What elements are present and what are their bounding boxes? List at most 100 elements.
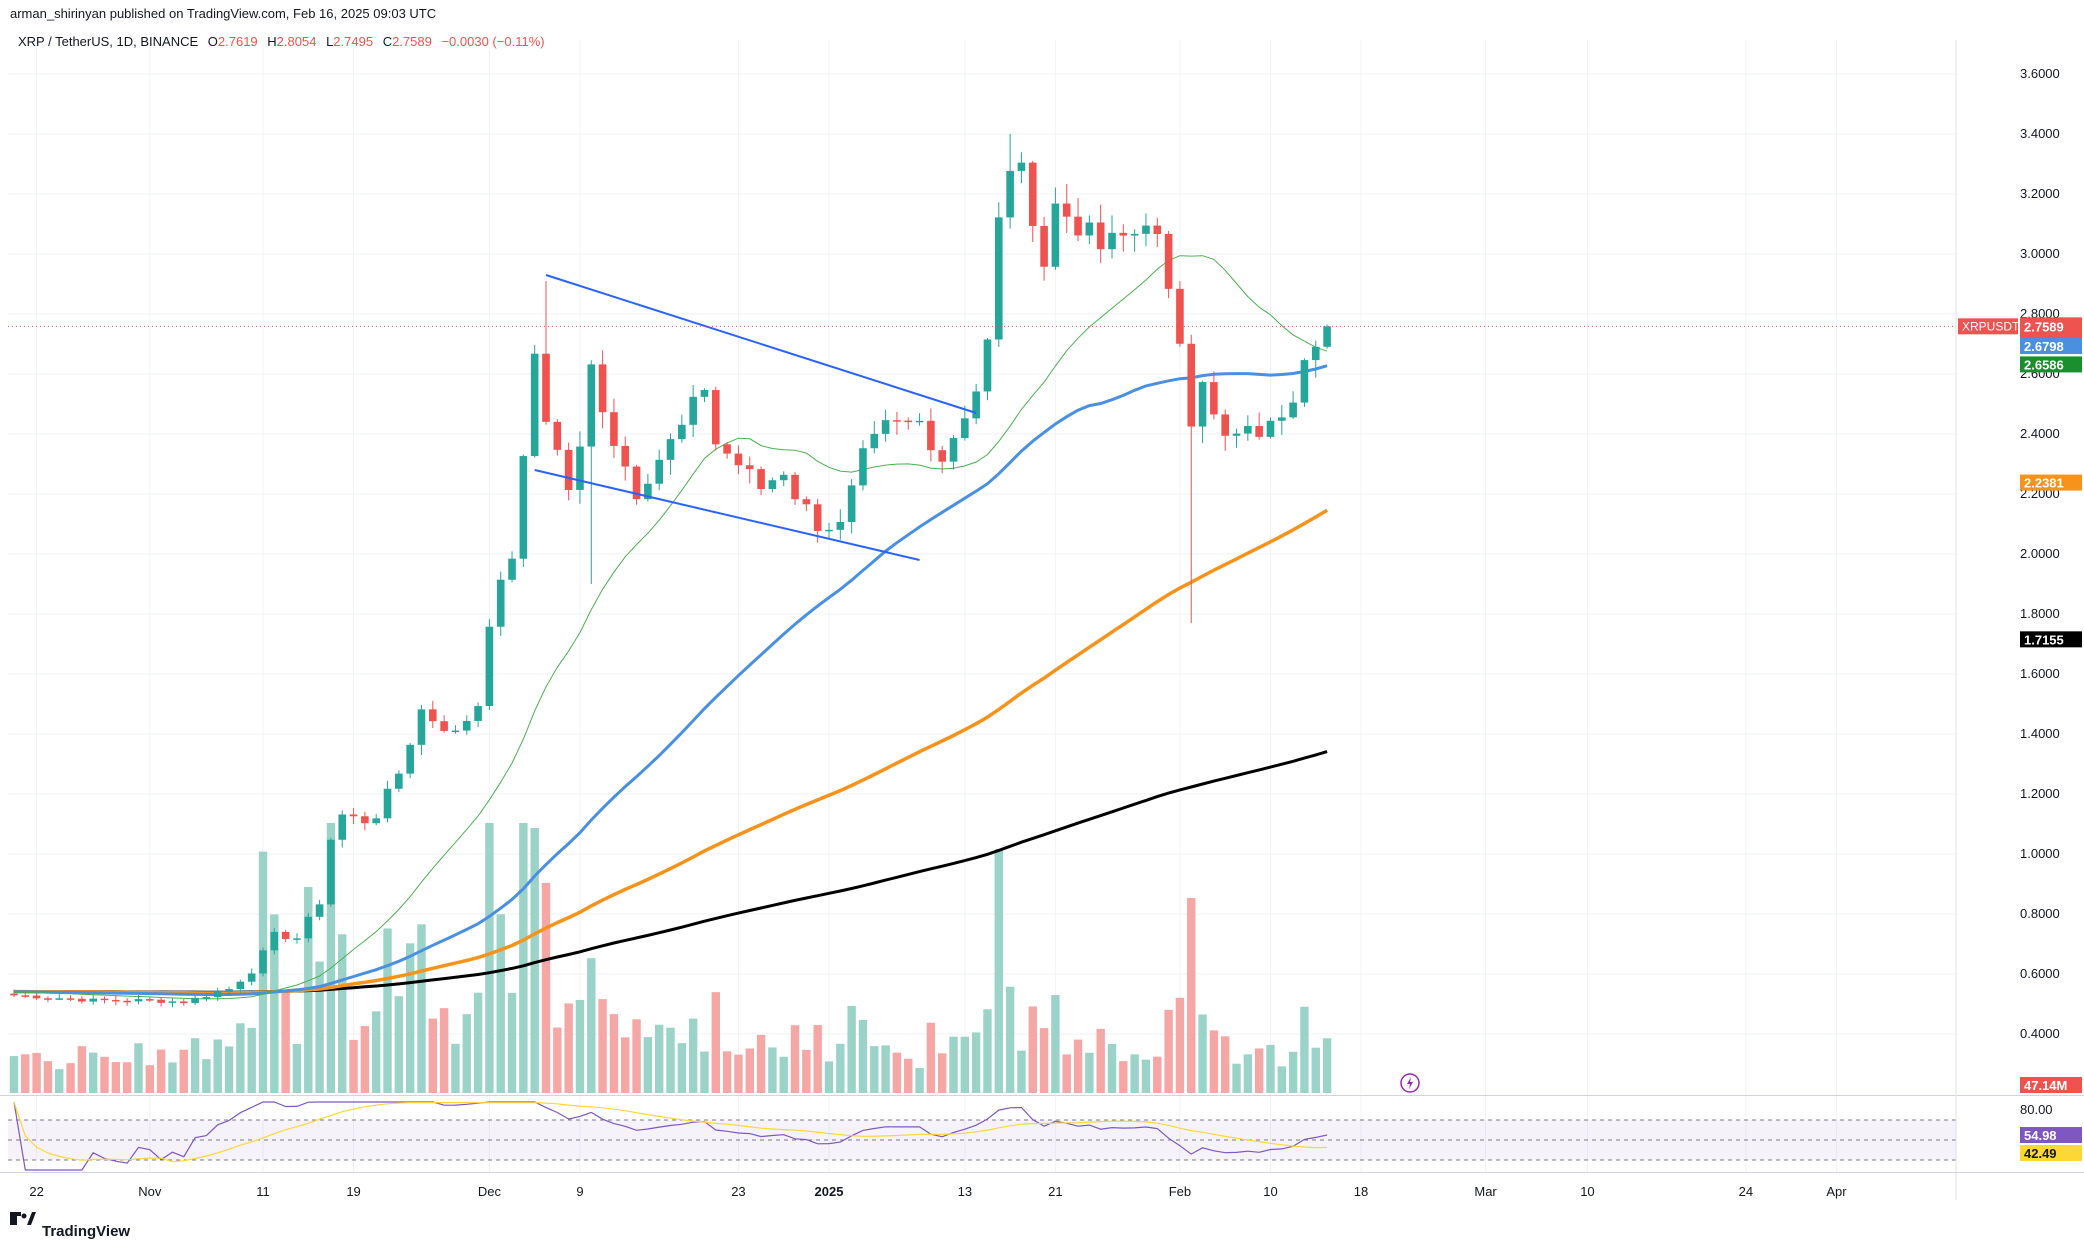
candle[interactable]	[519, 456, 528, 559]
candle[interactable]	[1051, 203, 1060, 267]
candle[interactable]	[349, 814, 358, 817]
candle[interactable]	[768, 480, 777, 489]
candle[interactable]	[383, 788, 392, 819]
candle[interactable]	[1232, 433, 1241, 436]
candle[interactable]	[881, 420, 890, 434]
candle[interactable]	[474, 706, 482, 721]
candle[interactable]	[134, 999, 143, 1002]
candle[interactable]	[429, 709, 437, 722]
candle[interactable]	[406, 744, 414, 774]
candle[interactable]	[779, 474, 788, 481]
candle[interactable]	[1266, 420, 1275, 437]
candle[interactable]	[1311, 346, 1320, 361]
candle[interactable]	[315, 904, 324, 917]
candle[interactable]	[1108, 232, 1116, 250]
candle[interactable]	[972, 391, 980, 419]
candle[interactable]	[440, 721, 448, 731]
candle[interactable]	[576, 446, 584, 490]
candle[interactable]	[112, 999, 120, 1002]
candle[interactable]	[904, 420, 913, 423]
candle[interactable]	[1096, 222, 1105, 250]
candle[interactable]	[281, 931, 290, 939]
candle[interactable]	[508, 558, 516, 580]
candle[interactable]	[1130, 233, 1139, 236]
candle[interactable]	[1300, 360, 1309, 403]
candle[interactable]	[757, 469, 765, 489]
candle[interactable]	[1017, 162, 1026, 171]
candle[interactable]	[496, 579, 505, 627]
candle[interactable]	[1142, 225, 1150, 234]
candle[interactable]	[847, 485, 856, 522]
candle[interactable]	[1040, 225, 1048, 267]
candle[interactable]	[55, 998, 64, 1000]
candle[interactable]	[32, 995, 41, 999]
candle[interactable]	[168, 1001, 177, 1003]
candle[interactable]	[78, 998, 86, 1002]
trendline[interactable]	[545, 274, 977, 414]
candle[interactable]	[202, 997, 211, 999]
candle[interactable]	[983, 339, 992, 392]
candle[interactable]	[598, 364, 607, 413]
trendlines[interactable]	[534, 274, 977, 561]
candle[interactable]	[995, 217, 1003, 340]
candle[interactable]	[632, 466, 641, 500]
candle[interactable]	[225, 989, 233, 992]
candle[interactable]	[700, 390, 709, 397]
candle[interactable]	[338, 814, 347, 840]
candle[interactable]	[417, 709, 426, 745]
candle[interactable]	[587, 364, 596, 447]
candle[interactable]	[1289, 402, 1297, 418]
candle[interactable]	[655, 459, 663, 484]
candle[interactable]	[1210, 382, 1218, 415]
candle[interactable]	[10, 993, 18, 996]
candle[interactable]	[293, 938, 301, 940]
candle[interactable]	[689, 396, 697, 425]
candle[interactable]	[66, 998, 75, 1000]
candle[interactable]	[859, 448, 867, 486]
candle[interactable]	[462, 720, 471, 731]
lightning-icon[interactable]	[1400, 1073, 1420, 1093]
candle[interactable]	[938, 450, 946, 462]
candle[interactable]	[949, 438, 958, 462]
candle[interactable]	[927, 420, 935, 451]
candle[interactable]	[89, 998, 97, 1002]
candle[interactable]	[1164, 233, 1173, 289]
candle[interactable]	[146, 999, 154, 1001]
candle[interactable]	[610, 412, 618, 446]
candle[interactable]	[1187, 343, 1196, 427]
candle[interactable]	[179, 1001, 188, 1004]
candle[interactable]	[961, 418, 969, 439]
candle[interactable]	[870, 433, 879, 449]
candle[interactable]	[1119, 232, 1128, 236]
candle[interactable]	[485, 626, 494, 707]
candle[interactable]	[157, 999, 165, 1003]
candle[interactable]	[666, 439, 675, 460]
candle[interactable]	[836, 521, 845, 530]
candle[interactable]	[123, 1000, 131, 1003]
candle[interactable]	[893, 420, 901, 422]
candle[interactable]	[1074, 216, 1082, 236]
candle[interactable]	[304, 916, 313, 939]
candle[interactable]	[372, 818, 380, 824]
candle[interactable]	[1153, 225, 1162, 234]
candle[interactable]	[564, 449, 573, 490]
candle[interactable]	[1221, 414, 1229, 436]
candle[interactable]	[1062, 203, 1071, 217]
candle[interactable]	[553, 421, 562, 450]
candle[interactable]	[542, 353, 550, 422]
candle[interactable]	[1006, 170, 1014, 218]
candle[interactable]	[1244, 426, 1252, 434]
trendline[interactable]	[534, 469, 920, 561]
candle[interactable]	[813, 504, 822, 531]
candle[interactable]	[451, 730, 460, 733]
candle[interactable]	[100, 998, 109, 1001]
candle[interactable]	[734, 453, 743, 466]
candle[interactable]	[236, 981, 245, 990]
candle[interactable]	[1323, 326, 1331, 347]
candle[interactable]	[723, 444, 731, 454]
candle[interactable]	[1085, 222, 1094, 236]
candle[interactable]	[1198, 382, 1207, 427]
candle[interactable]	[259, 950, 267, 974]
candle[interactable]	[644, 483, 652, 500]
